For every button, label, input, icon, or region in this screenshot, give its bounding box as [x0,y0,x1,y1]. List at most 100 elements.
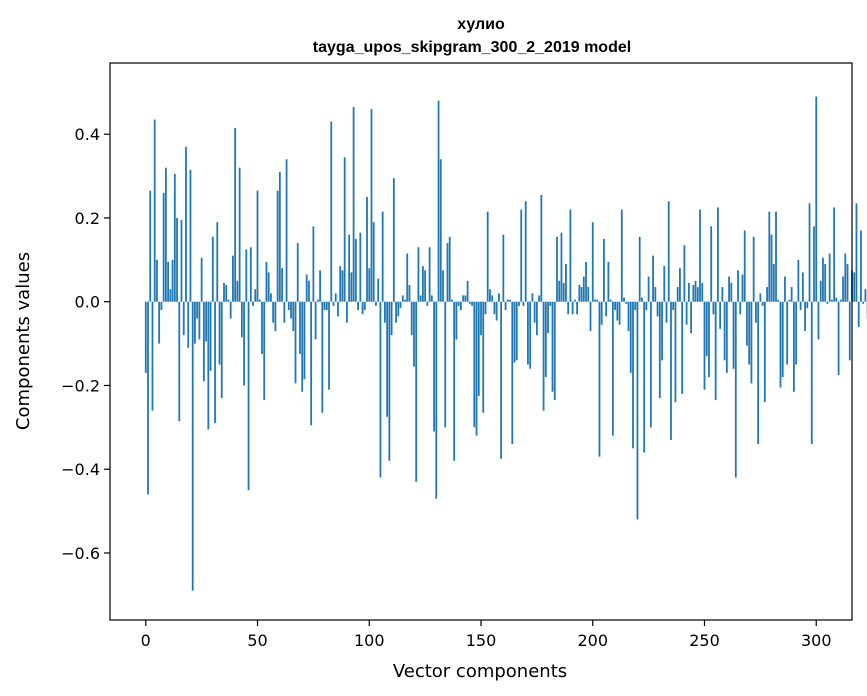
bar-139 [455,301,458,340]
bar-35 [223,282,225,302]
bar-186 [560,232,563,302]
x-tick-label: 300 [801,631,832,650]
bar-128 [430,295,433,302]
bar-167 [518,301,520,306]
bar-225 [647,276,650,302]
bar-281 [772,264,775,302]
bar-294 [801,272,804,302]
bar-288 [788,299,791,302]
bar-123 [419,295,422,302]
bar-162 [506,299,509,302]
bar-97 [361,301,364,315]
x-tick-label: 150 [466,631,497,650]
bar-110 [390,301,393,336]
bar-136 [448,236,451,302]
bar-228 [654,287,657,302]
bar-317 [853,272,856,302]
bar-192 [573,299,576,302]
bar-63 [285,159,288,302]
bar-174 [533,301,536,323]
bar-82 [328,301,330,390]
bar-243 [687,282,690,302]
bar-208 [609,299,612,302]
bar-270 [748,301,751,365]
bar-271 [750,301,753,384]
bar-6 [158,301,161,344]
bar-143 [464,295,467,302]
bar-310 [837,301,840,375]
bar-273 [755,301,757,323]
bar-307 [830,299,833,302]
bar-286 [784,276,786,302]
bar-227 [652,255,654,302]
bar-116 [404,299,406,302]
x-tick-label: 250 [689,631,720,650]
bar-29 [209,301,212,371]
bar-36 [225,284,228,302]
bar-118 [408,284,411,302]
bar-189 [567,301,570,315]
bar-206 [605,301,608,317]
bar-211 [616,301,619,321]
bar-196 [582,276,585,302]
bar-322 [864,289,867,302]
bar-47 [249,247,252,302]
bar-168 [520,209,523,302]
bar-178 [542,301,545,411]
bar-171 [527,301,529,365]
bar-287 [786,301,789,365]
bar-226 [649,301,652,428]
bar-297 [808,203,811,302]
bar-262 [730,282,733,302]
bar-40 [234,127,237,302]
bar-255 [714,301,717,401]
bar-20 [189,169,192,302]
bar-159 [500,301,503,459]
x-tick-label: 100 [354,631,385,650]
bar-80 [323,301,326,311]
bar-101 [370,109,373,302]
bar-46 [247,301,250,491]
bar-43 [240,301,243,338]
bar-303 [822,257,824,302]
y-axis-ticks: −0.6 −0.4 −0.2 0.0 0.2 0.4 [61,125,110,563]
bar-75 [312,226,315,302]
bar-12 [171,259,174,302]
bar-276 [761,301,764,306]
bar-164 [511,301,514,445]
bar-152 [484,301,487,315]
bar-221 [638,236,641,302]
bar-66 [292,301,295,332]
bar-201 [594,299,596,302]
bar-2 [149,190,152,302]
bar-89 [343,157,346,302]
bar-293 [799,301,802,311]
bar-49 [254,289,257,302]
bar-237 [674,301,677,403]
bar-138 [453,301,456,461]
bar-153 [486,211,489,302]
bar-145 [468,301,471,304]
bar-114 [399,301,402,308]
bar-320 [860,230,862,302]
bar-39 [232,255,234,302]
bar-50 [256,190,259,302]
bar-72 [305,274,308,302]
bar-163 [509,299,511,302]
bar-260 [725,301,728,373]
bar-215 [625,301,628,304]
bar-65 [290,301,292,319]
bar-263 [732,301,735,369]
bar-245 [692,284,695,302]
bar-261 [728,276,730,302]
bar-111 [392,178,395,302]
chart-title: хулио [457,16,505,33]
bar-268 [743,230,746,302]
bar-181 [549,301,552,306]
bar-180 [547,301,549,334]
bar-1 [147,301,149,495]
bar-21 [191,301,194,591]
bar-55 [267,272,270,302]
bar-195 [580,287,583,302]
bar-99 [366,197,368,302]
